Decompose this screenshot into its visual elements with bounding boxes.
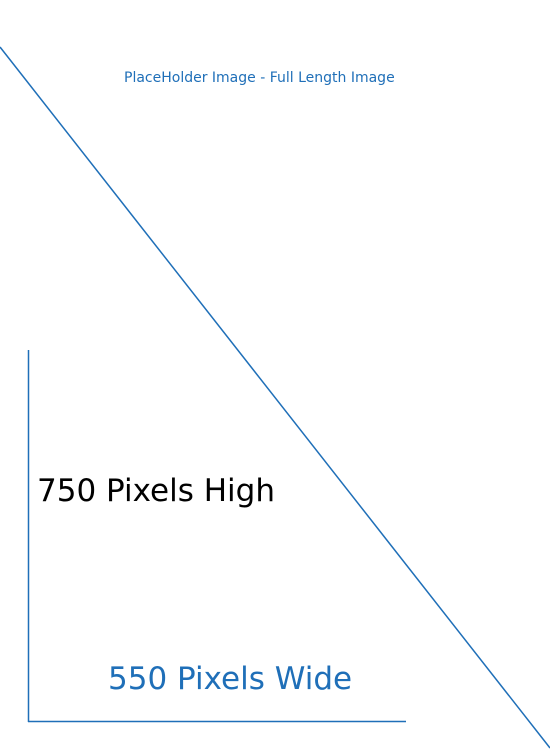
height-label: 750 Pixels High <box>37 473 275 509</box>
diagonal-line <box>0 46 550 749</box>
placeholder-caption: PlaceHolder Image - Full Length Image <box>124 70 395 86</box>
width-label: 550 Pixels Wide <box>108 661 353 697</box>
